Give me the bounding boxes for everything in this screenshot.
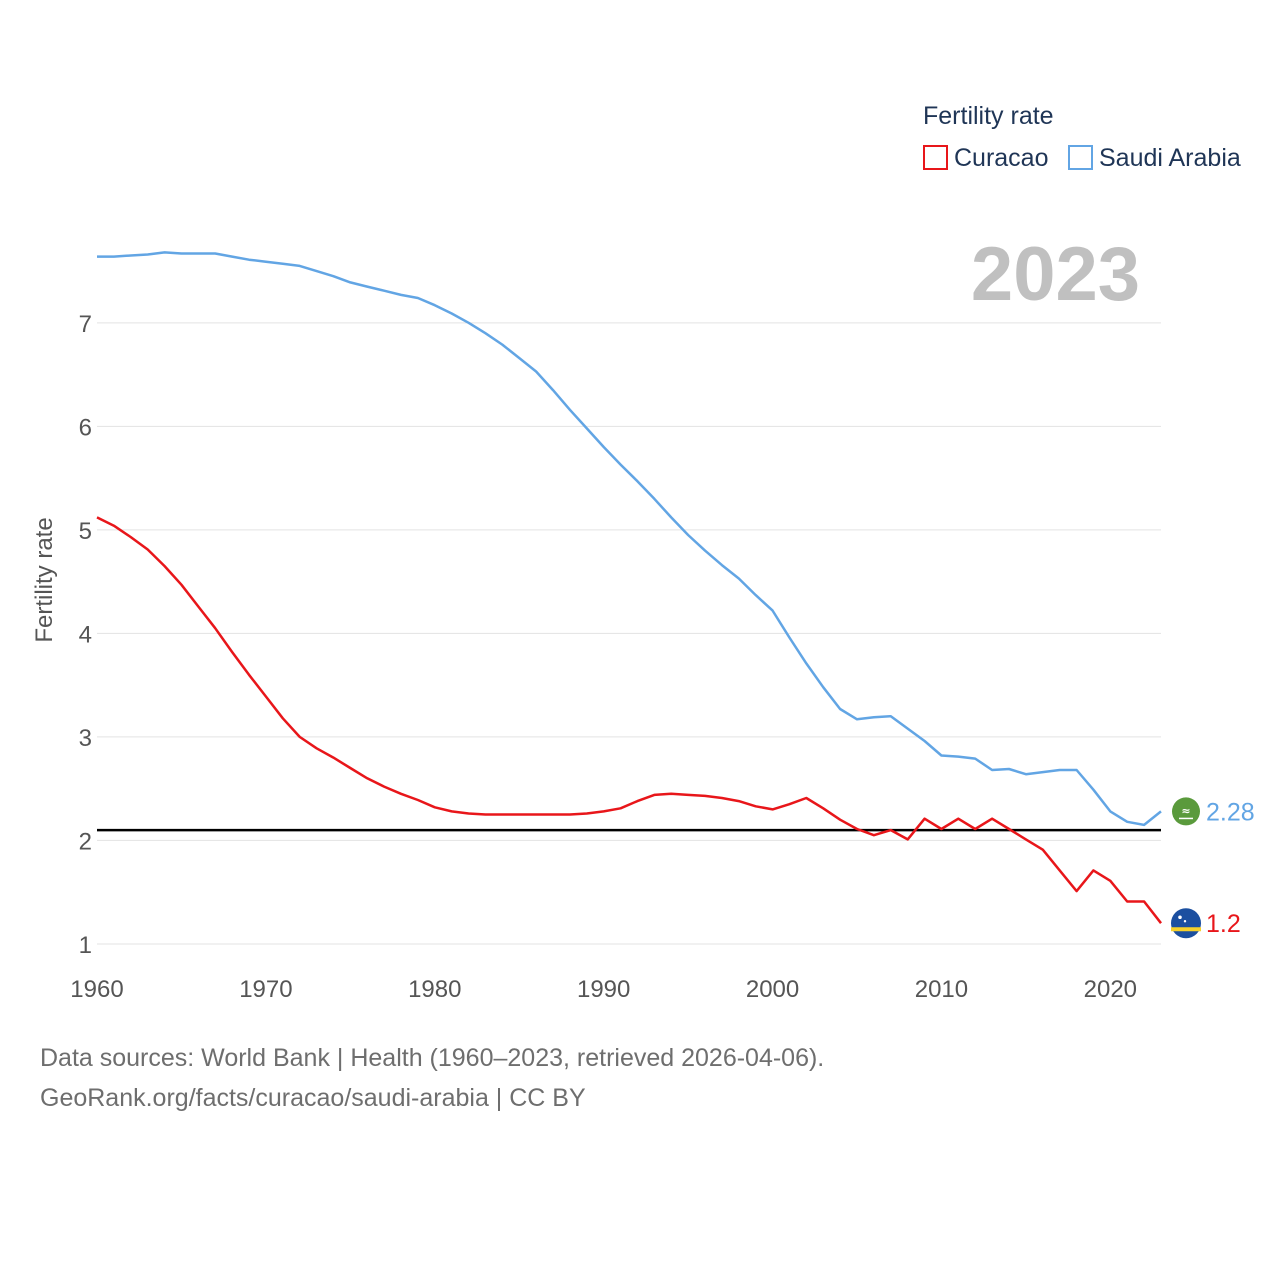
end-value-label-curacao: 1.2 <box>1206 910 1241 938</box>
x-tick-label-1980: 1980 <box>408 976 461 1003</box>
year-watermark: 2023 <box>971 232 1140 317</box>
x-tick-label-1970: 1970 <box>239 976 292 1003</box>
y-tick-label-1: 1 <box>79 932 92 959</box>
y-axis-label: Fertility rate <box>31 517 58 642</box>
fertility-rate-chart: 1 2 3 4 5 6 7 1960 1970 1980 1990 2000 2010 2020 1.2… <box>31 102 1255 1003</box>
legend: Fertility rate Curacao Saudi Arabia <box>923 102 1241 172</box>
end-value-label-saudi-arabia: 2.28 <box>1206 798 1255 826</box>
x-tick-label-1960: 1960 <box>70 976 123 1003</box>
legend-label-curacao[interactable]: Curacao <box>954 144 1049 172</box>
y-tick-label-7: 7 <box>79 311 92 338</box>
grid-lines <box>97 322 1161 945</box>
curacao-flag-icon <box>1171 908 1201 939</box>
y-tick-label-3: 3 <box>79 725 92 752</box>
data-sources-note: Data sources: World Bank | Health (1960–… <box>40 1044 825 1072</box>
y-axis-ticks: 1 2 3 4 5 6 7 <box>79 311 92 959</box>
saudi-arabia-flag-icon: ≈ <box>1172 797 1200 826</box>
series-lines <box>96 251 1162 924</box>
y-tick-label-2: 2 <box>79 828 92 855</box>
series-line-saudi-arabia[interactable] <box>97 251 1162 827</box>
x-axis-ticks: 1960 1970 1980 1990 2000 2010 2020 <box>70 976 1137 1003</box>
x-tick-label-2020: 2020 <box>1084 976 1137 1003</box>
legend-label-saudi-arabia[interactable]: Saudi Arabia <box>1099 144 1241 172</box>
y-tick-label-5: 5 <box>79 518 92 545</box>
legend-title: Fertility rate <box>923 102 1054 130</box>
end-labels: 1.2 ≈ 2.28 <box>1171 797 1255 939</box>
y-tick-label-4: 4 <box>79 621 92 648</box>
legend-swatch-saudi-arabia[interactable] <box>1068 145 1093 170</box>
x-tick-label-2000: 2000 <box>746 976 799 1003</box>
x-tick-label-2010: 2010 <box>915 976 968 1003</box>
attribution-link[interactable]: GeoRank.org/facts/curacao/saudi-arabia |… <box>40 1084 586 1112</box>
svg-text:≈: ≈ <box>1181 804 1190 817</box>
legend-swatch-curacao[interactable] <box>923 145 948 170</box>
x-tick-label-1990: 1990 <box>577 976 630 1003</box>
series-line-curacao[interactable] <box>96 516 1162 924</box>
y-tick-label-6: 6 <box>79 414 92 441</box>
